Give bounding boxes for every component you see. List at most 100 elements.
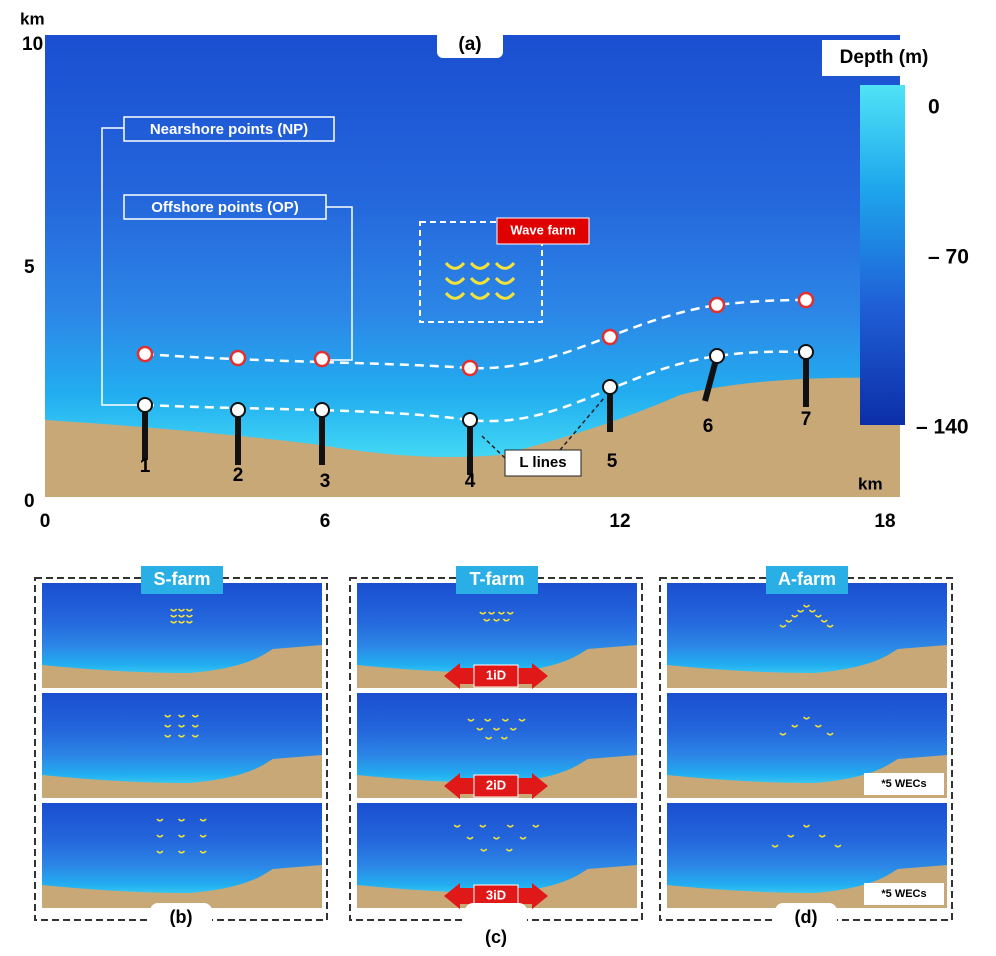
offshore-point [313, 350, 331, 368]
panel-title: A-farm [778, 569, 836, 589]
wec [494, 291, 516, 300]
wec [156, 834, 164, 838]
offshore-point [136, 345, 154, 363]
wec [494, 276, 516, 285]
wec [820, 619, 828, 623]
wec [156, 818, 164, 822]
panel-label: (b) [170, 907, 193, 927]
land [42, 755, 322, 798]
label-box [465, 903, 527, 931]
wec [509, 727, 517, 731]
depth-title-box [822, 40, 947, 76]
y-tick: 0 [24, 491, 35, 512]
note: *5 WECs [881, 888, 926, 900]
wec [492, 727, 501, 731]
title-box [456, 566, 538, 594]
wec [177, 724, 186, 728]
wec [497, 611, 505, 615]
wec [808, 609, 816, 613]
label-box [437, 30, 503, 58]
wec [787, 834, 795, 838]
title-box [766, 566, 848, 594]
wec [156, 850, 164, 854]
farm-box [419, 221, 543, 323]
wec [834, 844, 842, 848]
nearshore-point [709, 348, 725, 364]
wec [164, 734, 172, 738]
nearshore-point [137, 397, 153, 413]
note-box [864, 883, 944, 905]
wec [164, 714, 172, 718]
nearshore-point [230, 402, 246, 418]
wec [505, 848, 513, 852]
l-lines-label: L lines [519, 454, 566, 471]
np-label: Nearshore points (NP) [150, 121, 308, 138]
spacing-label: 1iD [486, 667, 506, 682]
x-tick: 12 [609, 511, 630, 532]
wec [802, 824, 811, 828]
wec [500, 736, 508, 740]
nearshore-point [602, 379, 618, 395]
wec [488, 611, 496, 615]
wec [518, 718, 526, 722]
wec [444, 261, 466, 270]
x-unit: km [858, 474, 883, 493]
offshore-point [797, 291, 815, 309]
farm-tag [496, 217, 590, 245]
line-label: 4 [465, 471, 476, 492]
wec [494, 261, 516, 270]
wec [199, 834, 207, 838]
line-label: 6 [703, 416, 714, 437]
wec [177, 608, 186, 612]
panel-title: S-farm [153, 569, 210, 589]
wec [506, 824, 514, 828]
note: *5 WECs [881, 778, 926, 790]
wec [532, 824, 540, 828]
wec [185, 614, 193, 618]
line-label: 7 [801, 409, 812, 430]
l-lines-pointer [481, 397, 605, 459]
wec [170, 620, 178, 624]
wec [476, 727, 484, 731]
wec [814, 614, 822, 618]
colorbar [860, 85, 905, 425]
spacing-label: 2iD [486, 777, 506, 792]
wec [444, 291, 466, 300]
note-box [864, 773, 944, 795]
wec [826, 732, 834, 736]
land [42, 865, 322, 908]
wec [826, 624, 834, 628]
wec [501, 718, 509, 722]
panel-label: (a) [458, 34, 481, 55]
op-label: Offshore points (OP) [151, 199, 299, 216]
wec [191, 714, 199, 718]
wec [191, 724, 199, 728]
wec [802, 604, 811, 608]
wec [453, 824, 461, 828]
sub-map [42, 583, 322, 688]
wec [791, 724, 799, 728]
land [667, 645, 947, 688]
y-unit: km [20, 9, 45, 28]
nearshore-point [314, 402, 330, 418]
sub-map [42, 803, 322, 908]
wec [485, 736, 493, 740]
y-tick: 5 [24, 257, 35, 278]
spacing-box [473, 774, 519, 798]
spacing-box [473, 664, 519, 688]
wec [469, 276, 491, 285]
depth-tick: – 70 [928, 246, 969, 269]
wec [479, 824, 487, 828]
wec [467, 718, 475, 722]
wec [506, 611, 514, 615]
wec [492, 836, 501, 840]
panel-title: T-farm [469, 569, 524, 589]
depth-title: Depth (m) [840, 47, 929, 68]
wec [177, 714, 186, 718]
wec [185, 608, 193, 612]
land [357, 645, 637, 688]
wec [802, 716, 811, 720]
wec [797, 609, 805, 613]
wec [177, 620, 186, 624]
wec [791, 614, 799, 618]
